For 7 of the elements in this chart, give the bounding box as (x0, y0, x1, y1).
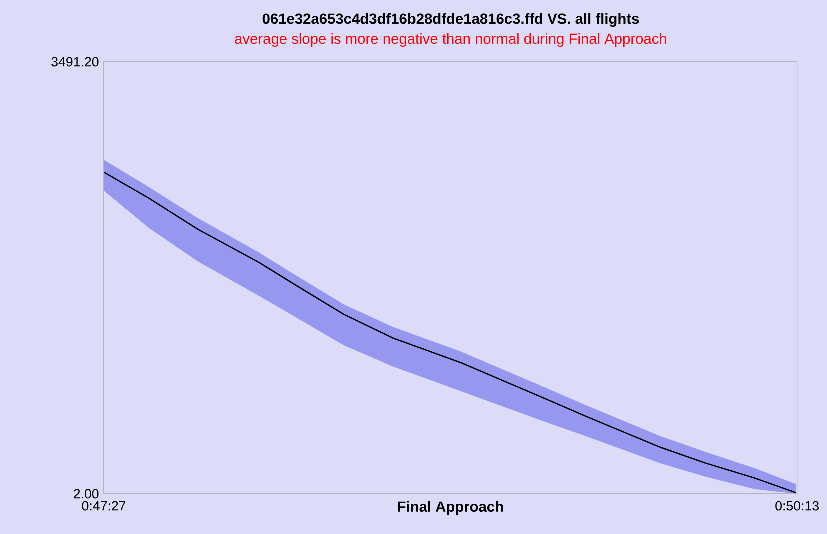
chart-subtitle: average slope is more negative than normal during Final Approach (235, 33, 666, 48)
x-axis-title: Final Approach (398, 501, 504, 515)
y-tick-label: 3491.20 (52, 57, 99, 67)
y-tick-label: 2.00 (74, 489, 99, 499)
x-tick-label: 0:50:13 (776, 501, 819, 511)
x-tick-label: 0:47:27 (82, 501, 126, 511)
chart-title: 061e32a653c4d3df16b28dfde1a816c3.ffd VS. all flights (262, 13, 640, 28)
